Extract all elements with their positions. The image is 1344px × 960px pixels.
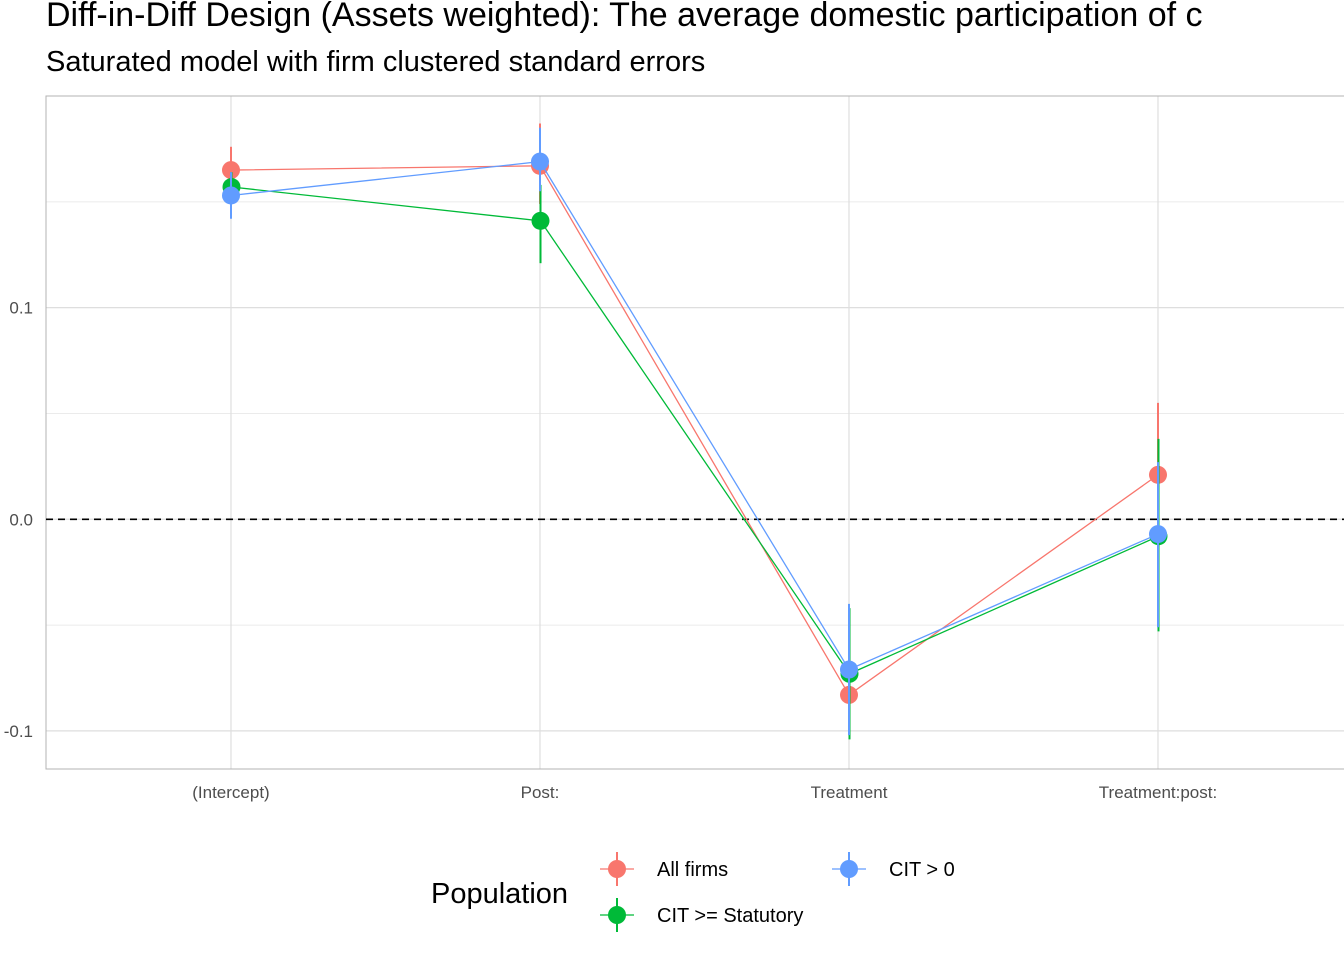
legend-label: All firms [657,859,728,881]
chart-subtitle: Saturated model with firm clustered stan… [46,46,706,78]
data-point [531,211,550,230]
legend-title: Population [431,878,568,910]
series-line [230,160,1159,671]
legend-key-point [840,860,858,878]
legend-key-point [608,906,626,924]
axis-labels: -0.1 0.0 0.1 (Intercept) Post: Treatment Treat… [4,299,1218,802]
y-tick-label: -0.1 [4,722,33,741]
series-cit-0 [222,127,1167,736]
series-line [231,186,1159,675]
series-line [230,165,1159,696]
legend-label: CIT >= Statutory [657,905,803,927]
data-point [222,161,240,180]
legend-item-all-firms: All firms [600,852,728,886]
legend-item-cit-statutory: CIT >= Statutory [600,898,803,932]
chart-title: Diff-in-Diff Design (Assets weighted): T… [46,0,1203,34]
legend: Population All firms CIT > 0 CIT >= Statut… [431,852,955,932]
data-point [531,152,549,171]
y-tick-label: 0.1 [9,299,33,318]
legend-item-cit-0: CIT > 0 [832,852,955,886]
panel-border [45,95,1344,770]
data-point [222,186,240,205]
legend-label: CIT > 0 [889,859,955,881]
data-point [840,660,858,679]
data-point [1149,525,1167,544]
y-tick-label: 0.0 [9,510,33,529]
x-tick-label: Post: [521,783,560,802]
series-layer [222,123,1168,740]
x-tick-label: Treatment:post: [1099,783,1217,802]
legend-key-point [608,860,626,878]
x-tick-label: (Intercept) [192,783,269,802]
x-tick-label: Treatment [811,783,888,802]
series-cit-statutory [222,172,1168,740]
